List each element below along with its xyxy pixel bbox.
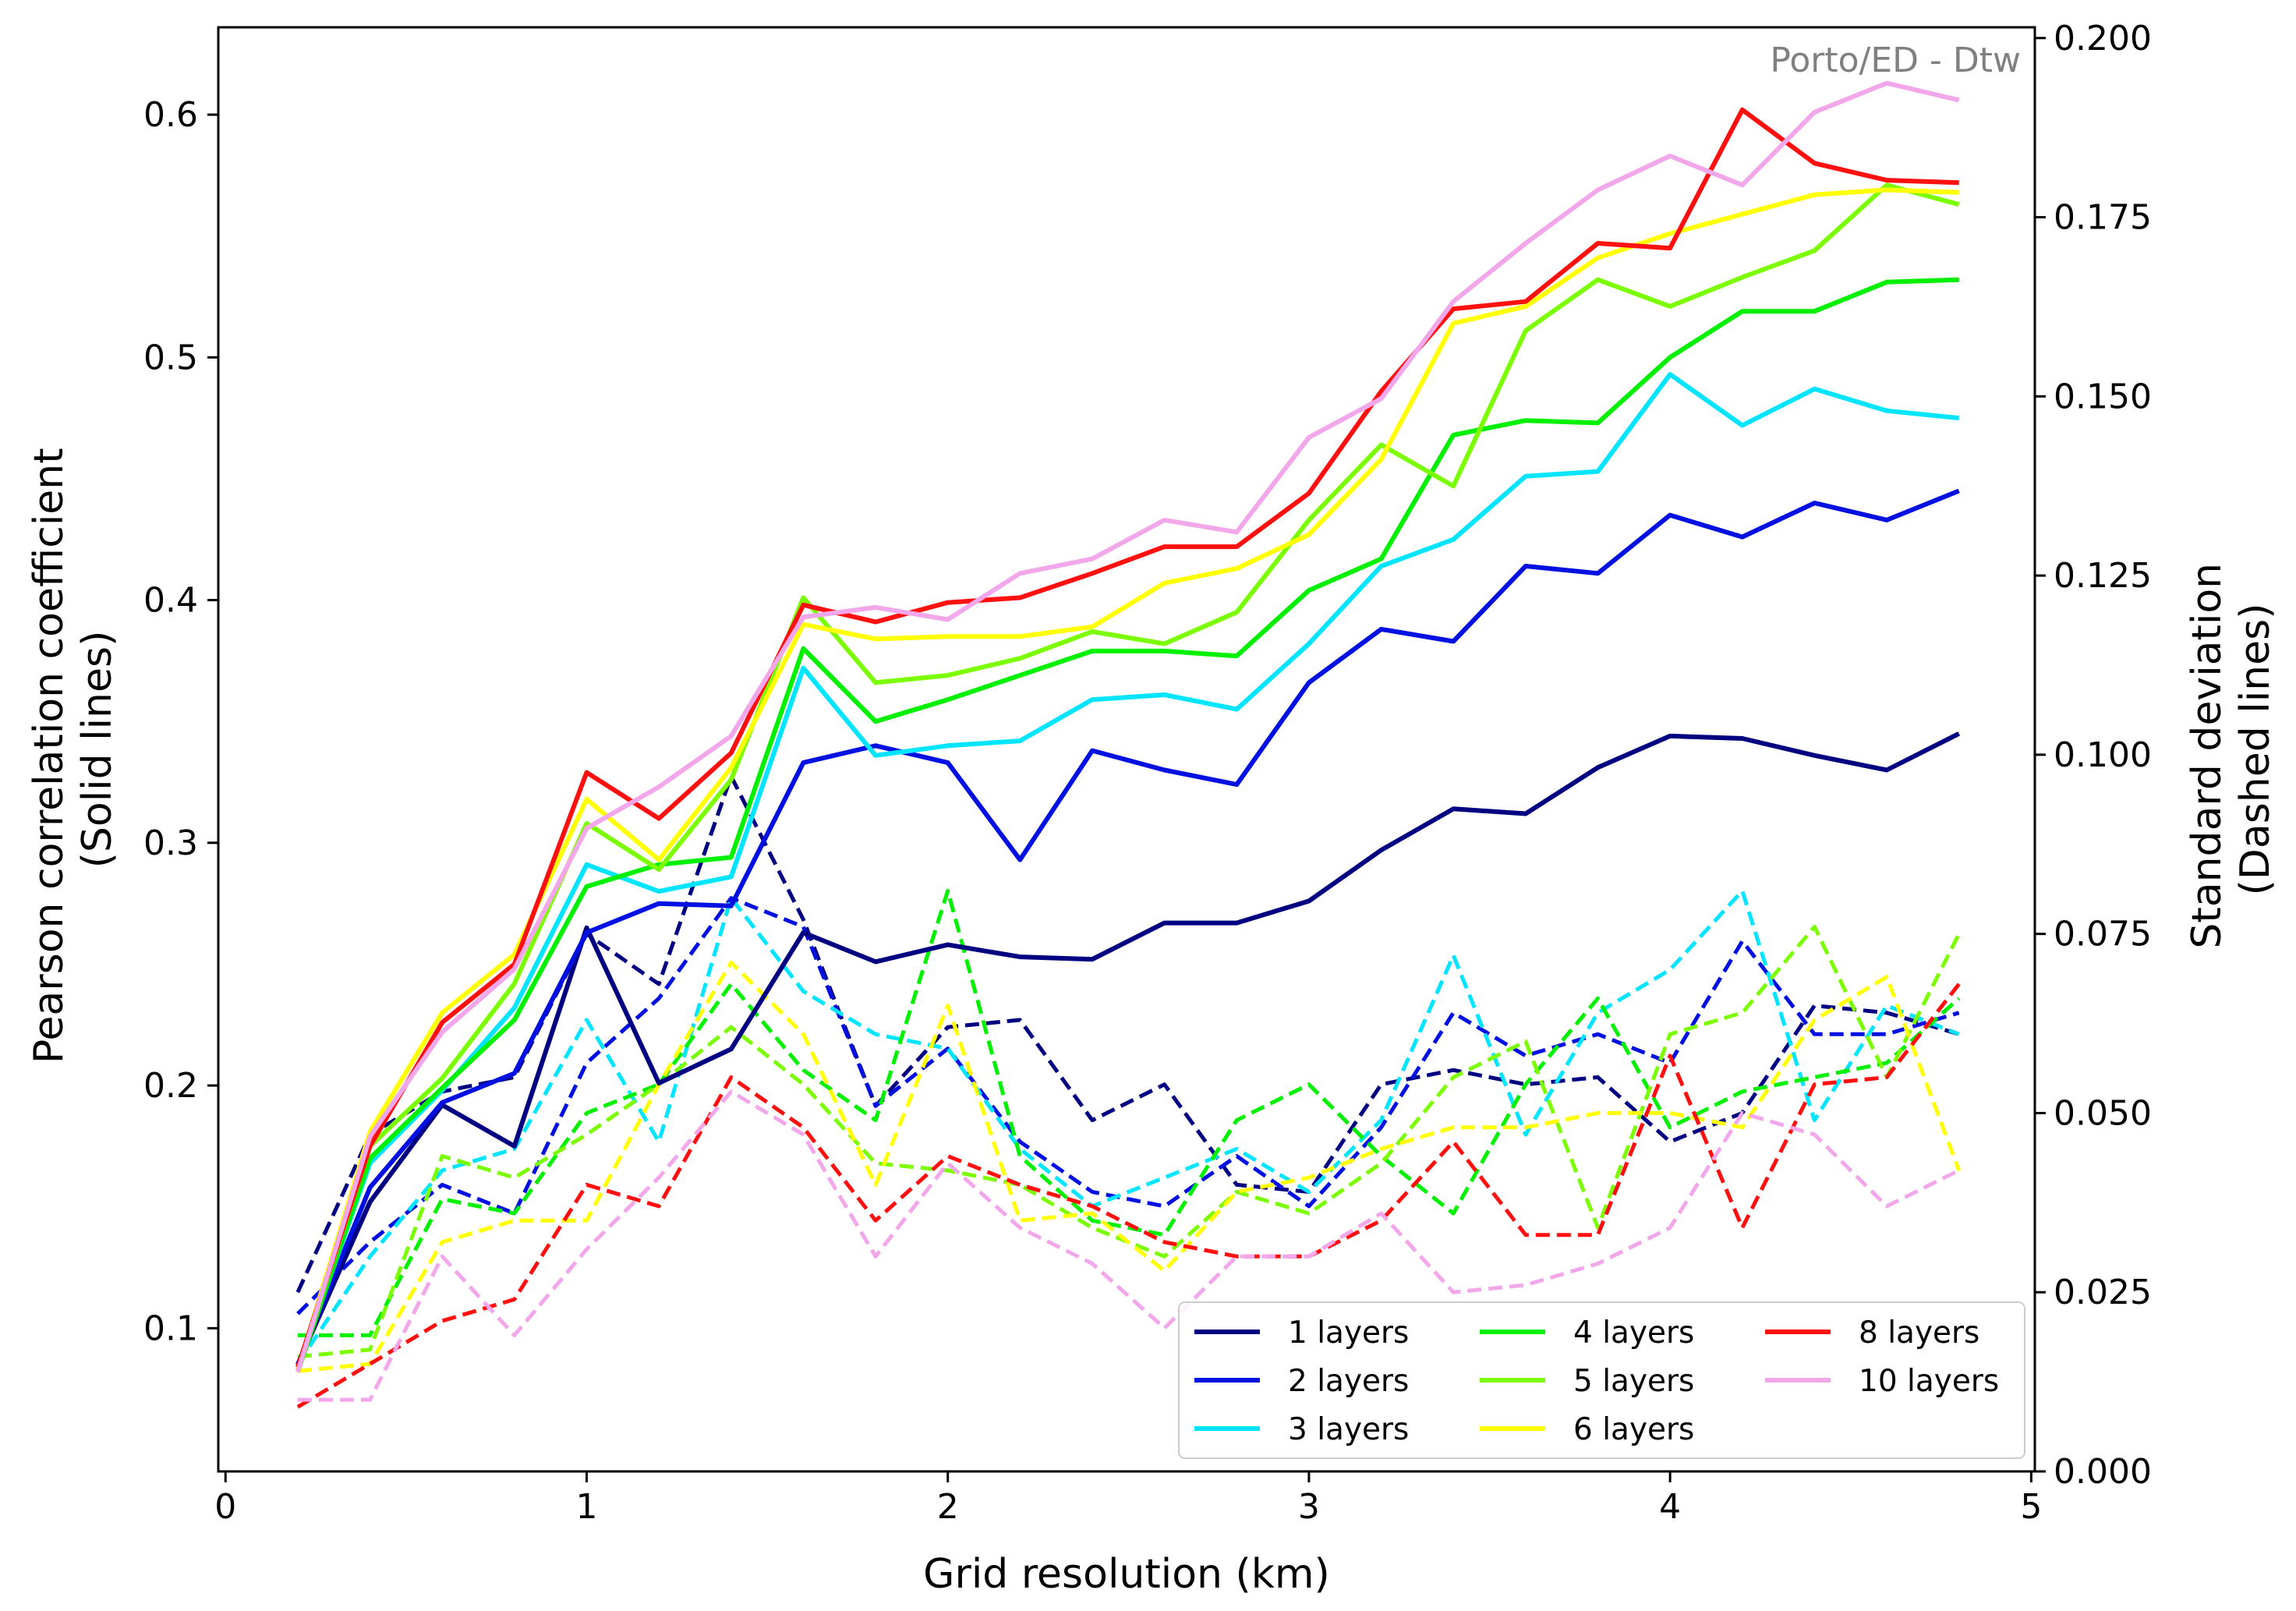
pearson-line-3-layers (295, 372, 1959, 1371)
x-tick-label: 4 (1659, 1487, 1681, 1527)
y-left-tick-label: 0.1 (143, 1308, 198, 1348)
y-left-tick-label: 0.6 (143, 95, 198, 135)
pearson-line-8-layers (295, 107, 1959, 1368)
pearson-line-4-layers (295, 277, 1959, 1373)
pearson-line-1-layers (295, 731, 1961, 1366)
y-right-tick-label: 0.175 (2054, 198, 2152, 238)
legend: 1 layers 2 layers 3 layers 4 layers 5 layers… (1178, 1301, 2025, 1459)
std-line-6-layers (297, 960, 1962, 1373)
chart-annotation: Porto/ED - Dtw (1770, 41, 2021, 80)
plot-frame (217, 26, 2036, 1473)
y-right-tick-label: 0.150 (2054, 377, 2152, 416)
y-right-tick-label: 0.200 (2054, 19, 2152, 58)
x-tick-label: 1 (575, 1487, 597, 1527)
y-left-tick-label: 0.5 (143, 338, 198, 377)
y-right-tick-label: 0.050 (2054, 1093, 2152, 1133)
y-right-tick-label: 0.000 (2054, 1452, 2152, 1492)
std-line-2-layers (296, 896, 1960, 1315)
y-axis-right-title-line-2: (Dashed lines) (2232, 604, 2279, 896)
std-line-8-layers (296, 983, 1961, 1409)
y-right-tick-label: 0.075 (2054, 915, 2152, 954)
std-line-1-layers (295, 774, 1960, 1294)
std-line-3-layers (295, 889, 1960, 1365)
y-axis-right: 0.000 0.025 0.050 0.075 0.100 0.125 0.150 0.175… (2035, 19, 2152, 1492)
y-axis-left-title-line-2: (Solid lines) (74, 631, 121, 869)
y-left-tick-label: 0.4 (143, 581, 198, 621)
x-axis-title: Grid resolution (km) (923, 1551, 1330, 1598)
x-axis: 0 1 2 3 4 5 (214, 1471, 2042, 1527)
pearson-line-2-layers (295, 488, 1960, 1366)
legend-label-10-layers: 10 layers (1859, 1364, 1999, 1399)
y-right-tick-label: 0.125 (2054, 556, 2152, 596)
std-line-10-layers (297, 1089, 1960, 1402)
legend-label-6-layers: 6 layers (1573, 1412, 1694, 1447)
pearson-line-6-layers (295, 187, 1959, 1371)
y-axis-left: 0.1 0.2 0.3 0.4 0.5 0.6 (143, 95, 218, 1348)
x-tick-label: 5 (2020, 1487, 2042, 1527)
y-axis-right-title: Standard deviation (Dashed lines) (2184, 550, 2279, 948)
legend-box (1178, 1301, 2025, 1459)
x-tick-label: 2 (937, 1487, 959, 1527)
legend-label-3-layers: 3 layers (1288, 1412, 1409, 1447)
plot-lines (295, 80, 1962, 1409)
legend-label-5-layers: 5 layers (1573, 1364, 1694, 1399)
y-axis-left-title: Pearson correlation coefficient (Solid l… (26, 435, 121, 1064)
legend-label-4-layers: 4 layers (1573, 1315, 1694, 1351)
y-left-tick-label: 0.2 (143, 1066, 198, 1106)
std-line-4-layers (297, 889, 1961, 1337)
legend-label-8-layers: 8 layers (1859, 1315, 1979, 1351)
y-left-tick-label: 0.3 (143, 823, 198, 863)
y-right-tick-label: 0.025 (2054, 1273, 2152, 1312)
y-axis-left-title-line-1: Pearson correlation coefficient (26, 448, 73, 1064)
x-tick-label: 0 (214, 1487, 236, 1527)
x-tick-label: 3 (1298, 1487, 1320, 1527)
legend-label-2-layers: 2 layers (1288, 1364, 1409, 1399)
legend-label-1-layers: 1 layers (1288, 1315, 1409, 1351)
pearson-line-10-layers (295, 80, 1960, 1373)
y-right-tick-label: 0.100 (2054, 735, 2152, 775)
y-axis-right-title-line-1: Standard deviation (2184, 563, 2231, 949)
